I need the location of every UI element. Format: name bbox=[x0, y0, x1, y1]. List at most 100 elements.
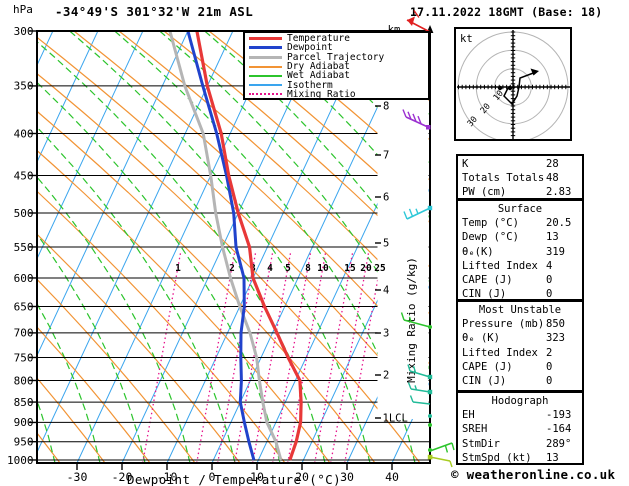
hodograph-ring-label-30: 30 bbox=[466, 115, 480, 129]
wind-barb bbox=[427, 454, 453, 468]
sounding-curves bbox=[168, 30, 303, 461]
panel-row-value: 48 bbox=[546, 172, 559, 185]
svg-text:8: 8 bbox=[383, 101, 389, 113]
svg-text:10: 10 bbox=[250, 470, 264, 484]
legend-item: Mixing Ratio bbox=[247, 90, 428, 99]
legend-swatch-line bbox=[249, 65, 282, 68]
svg-text:6: 6 bbox=[383, 192, 389, 204]
svg-text:3: 3 bbox=[383, 328, 389, 340]
legend-label: Dewpoint bbox=[287, 42, 333, 54]
panel-row-value: 2.83 bbox=[546, 186, 572, 199]
svg-text:1: 1 bbox=[175, 263, 181, 274]
svg-text:5: 5 bbox=[383, 238, 389, 250]
hodograph-border bbox=[454, 27, 572, 141]
svg-text:900: 900 bbox=[14, 416, 34, 429]
svg-text:350: 350 bbox=[14, 80, 34, 93]
surface-panel: Surface Temp (°C) 20.5 Dewp (°C) 13 θₑ(K) 319 L… bbox=[456, 199, 584, 301]
panel-row-label: EH bbox=[462, 409, 475, 422]
panel-row-value: 319 bbox=[546, 245, 565, 258]
panel-row-label: CAPE (J) bbox=[462, 360, 513, 373]
svg-text:550: 550 bbox=[14, 241, 34, 254]
legend-label: Wet Adiabat bbox=[287, 70, 350, 82]
legend-label: Isotherm bbox=[287, 79, 333, 91]
panel-row: SREH -164 bbox=[462, 422, 578, 436]
panel-row: Pressure (mb) 850 bbox=[462, 317, 578, 331]
svg-text:600: 600 bbox=[14, 272, 34, 285]
panel-row: CAPE (J) 0 bbox=[462, 273, 578, 287]
wind-barb bbox=[409, 395, 431, 405]
temperature-axis-title: Dewpoint / Temperature (°C) bbox=[127, 472, 341, 486]
legend-item: Dry Adiabat bbox=[247, 62, 428, 71]
legend-item: Dewpoint bbox=[247, 42, 428, 54]
svg-text:40: 40 bbox=[385, 470, 399, 484]
panel-row-value: 0 bbox=[546, 288, 553, 301]
panel-row-label: CIN (J) bbox=[462, 288, 507, 301]
panel-row-value: 28 bbox=[546, 158, 559, 170]
parcel-curve bbox=[168, 30, 283, 461]
panel-row-label: θₑ (K) bbox=[462, 332, 500, 345]
legend-item: Parcel Trajectory bbox=[247, 52, 428, 62]
svg-text:5: 5 bbox=[285, 263, 291, 274]
panel-row-label: Lifted Index bbox=[462, 346, 538, 359]
panel-row-value: 13 bbox=[546, 451, 559, 464]
indices-panel: K 28 Totals Totals 48 PW (cm) 2.83 bbox=[456, 154, 584, 200]
svg-text:20: 20 bbox=[360, 263, 372, 274]
panel-row: Temp (°C) 20.5 bbox=[462, 216, 578, 230]
svg-text:10: 10 bbox=[317, 263, 329, 274]
panel-row-label: θₑ(K) bbox=[462, 245, 494, 258]
hodograph-panel: Hodograph EH -193 SREH -164 StmDir 289° StmSpd … bbox=[456, 391, 584, 465]
panel-row: CIN (J) 0 bbox=[462, 374, 578, 388]
svg-text:-10: -10 bbox=[157, 470, 178, 484]
panel-row: Totals Totals 48 bbox=[462, 171, 578, 185]
svg-text:7: 7 bbox=[383, 150, 389, 162]
legend-swatch-dotted bbox=[249, 93, 282, 96]
dewpoint-curve bbox=[186, 30, 256, 461]
hodograph-trace bbox=[503, 71, 537, 106]
svg-text:4: 4 bbox=[383, 285, 389, 297]
panel-row-value: 0 bbox=[546, 273, 553, 286]
svg-text:8: 8 bbox=[305, 263, 311, 274]
wind-barb bbox=[429, 442, 455, 453]
panel-row: Lifted Index 4 bbox=[462, 259, 578, 273]
svg-text:30: 30 bbox=[340, 470, 354, 484]
panel-row-label: PW (cm) bbox=[462, 186, 507, 199]
svg-text:0: 0 bbox=[209, 470, 216, 484]
panel-row-label: K bbox=[462, 158, 469, 170]
svg-text:300: 300 bbox=[14, 25, 34, 38]
svg-text:950: 950 bbox=[14, 435, 34, 448]
hodograph bbox=[454, 27, 572, 141]
panel-row-value: 20.5 bbox=[546, 217, 572, 230]
wind-barb bbox=[403, 205, 433, 220]
panel-row: θₑ(K) 319 bbox=[462, 245, 578, 259]
svg-text:-20: -20 bbox=[112, 470, 133, 484]
svg-text:400: 400 bbox=[14, 127, 34, 140]
panel-row: K 28 bbox=[462, 157, 578, 171]
wind-barb bbox=[407, 364, 433, 380]
panel-row: StmSpd (kt) 13 bbox=[462, 451, 578, 464]
svg-text:650: 650 bbox=[14, 300, 34, 313]
svg-text:450: 450 bbox=[14, 169, 34, 182]
panel-row-value: 323 bbox=[546, 332, 565, 345]
panel-row-label: CAPE (J) bbox=[462, 273, 513, 286]
svg-text:20: 20 bbox=[295, 470, 309, 484]
hodograph-unit-label: kt bbox=[460, 33, 473, 45]
panel-row-value: 850 bbox=[546, 318, 565, 331]
legend-swatch-line bbox=[249, 84, 282, 87]
panel-row: StmDir 289° bbox=[462, 437, 578, 451]
svg-text:700: 700 bbox=[14, 327, 34, 340]
legend-item: Temperature bbox=[247, 34, 428, 43]
panel-row-value: 13 bbox=[546, 231, 559, 244]
panel-row-value: -164 bbox=[546, 423, 572, 436]
svg-text:15: 15 bbox=[344, 263, 356, 274]
wind-barb-column bbox=[400, 10, 455, 468]
legend-swatch-line bbox=[249, 37, 282, 41]
panel-row-value: 2 bbox=[546, 346, 553, 359]
plot-border bbox=[36, 30, 431, 464]
panel-row: CIN (J) 0 bbox=[462, 287, 578, 301]
svg-text:1000: 1000 bbox=[7, 454, 34, 467]
legend: Temperature Dewpoint Parcel Trajectory Dry … bbox=[243, 31, 430, 100]
panel-row-label: CIN (J) bbox=[462, 374, 507, 387]
panel-row-label: StmSpd (kt) bbox=[462, 451, 532, 464]
pressure-and-temperature-axes: 3003504004505005506006507007508008509009… bbox=[7, 25, 399, 484]
